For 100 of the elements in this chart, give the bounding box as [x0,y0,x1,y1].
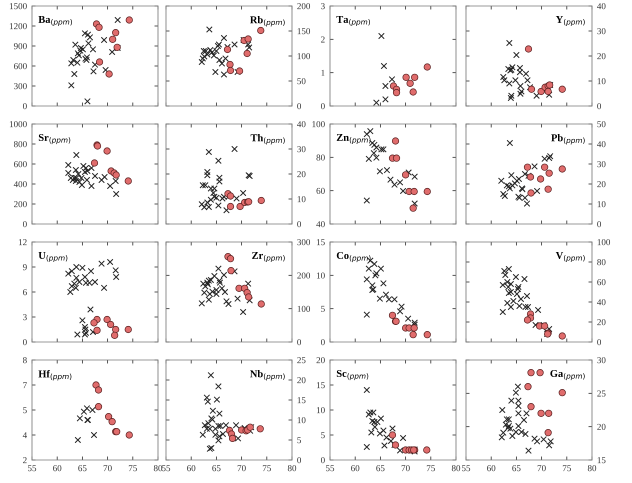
y-tick-label: 7 [23,382,27,388]
y-tick-label: 0 [22,221,27,228]
y-tick-label: 0 [320,339,325,346]
annotation: Y$_{(ppm)}$ [556,16,585,26]
x-tick-label: 60 [487,465,496,472]
x-tick-label: 80 [588,465,596,472]
y-tick-label: 80 [316,154,325,161]
y-tick-label: 40 [597,3,606,10]
x-tick-label: 55 [28,465,36,472]
annotation: U$_{(ppm)}$ [38,252,68,262]
annotation: Sc$_{(ppm)}$ [336,370,368,380]
y-tick-label: 40 [297,121,306,128]
y-tick-label: 60 [597,279,606,286]
y-tick-label: 600 [14,161,27,168]
annotation: Th$_{(ppm)}$ [250,134,285,144]
y-tick-label: 60 [316,188,325,194]
x-tick-label: 65 [512,465,521,472]
y-tick-label: 0 [320,103,325,110]
y-tick-label: 25 [597,390,606,397]
y-tick-label: 0 [297,339,302,346]
y-tick-label: 10 [598,78,606,84]
y-tick-label: 100 [312,121,325,128]
y-tick-label: 800 [14,141,27,148]
y-tick-label: 100 [298,306,310,312]
y-tick-label: 3 [321,3,325,10]
x-tick-label: 75 [262,465,271,472]
x-tick-label: 70 [402,465,410,472]
y-tick-label: 150 [298,28,310,34]
annotation: Ba$_{(ppm)}$ [38,16,72,26]
x-tick-label: 55 [462,465,470,472]
y-tick-label: 0 [297,103,302,110]
x-tick-label: 65 [212,465,221,472]
y-tick-label: 15 [298,397,306,404]
x-tick-label: 80 [154,465,162,472]
y-tick-label: 6 [23,289,27,296]
annotation: Co$_{(ppm)}$ [336,252,371,262]
annotation: Hf$_{(ppm)}$ [38,370,72,381]
y-tick-label: 5 [297,437,302,444]
y-tick-label: 2 [23,457,27,464]
x-tick-label: 70 [538,465,546,472]
annotation: Ga$_{(ppm)}$ [550,370,585,380]
y-tick-label: 10 [298,417,306,424]
y-tick-label: 8 [22,357,27,364]
y-tick-label: 10 [316,407,325,414]
y-tick-label: 40 [316,221,325,228]
y-tick-label: 5 [23,407,27,414]
y-tick-label: 20 [597,181,606,188]
y-tick-label: 1 [321,70,325,76]
y-tick-label: 20 [297,171,306,178]
y-tick-label: 5 [321,432,325,438]
y-tick-label: 900 [14,43,27,50]
y-tick-label: 5 [321,306,325,312]
y-tick-label: 0 [597,339,602,346]
y-tick-label: 40 [597,141,606,148]
x-tick-label: 60 [187,465,196,472]
y-tick-label: 15 [316,239,325,246]
y-tick-label: 12 [18,239,27,246]
y-tick-label: 600 [14,63,27,70]
x-tick-label: 60 [351,465,360,472]
y-tick-label: 100 [298,53,310,60]
y-tick-label: 400 [14,181,27,188]
annotation: Nb$_{(ppm)}$ [250,370,285,380]
y-tick-label: 0 [597,221,602,228]
x-tick-label: 75 [562,465,571,472]
y-tick-label: 2 [321,36,325,42]
y-tick-label: 300 [297,239,310,246]
y-tick-label: 3 [23,314,27,320]
x-tick-label: 80 [288,465,296,472]
y-tick-label: 200 [297,272,310,279]
y-tick-label: 20 [597,424,606,430]
x-tick-label: 65 [376,465,385,472]
y-tick-label: 1200 [10,23,27,30]
annotation: Rb$_{(ppm)}$ [250,16,285,26]
y-tick-label: 10 [598,201,606,208]
x-tick-label: 75 [128,465,137,472]
annotation: V$_{(ppm)}$ [556,252,585,262]
x-tick-label: 80 [452,465,460,472]
y-tick-label: 25 [297,357,306,364]
annotation: Sr$_{(ppm)}$ [38,134,70,144]
annotation: Zr$_{(ppm)}$ [252,252,285,262]
y-tick-label: 200 [297,3,310,10]
y-tick-label: 30 [597,161,606,168]
x-tick-label: 55 [162,465,170,472]
y-tick-label: 300 [14,83,27,90]
y-tick-label: 0 [297,457,302,464]
y-tick-label: 100 [598,239,610,246]
y-tick-label: 200 [14,201,27,208]
y-tick-label: 20 [316,357,325,364]
x-tick-label: 60 [53,465,62,472]
y-tick-label: 0 [22,339,27,346]
y-tick-label: 30 [597,357,606,364]
y-tick-label: 4 [22,432,27,438]
y-tick-label: 1000 [10,121,27,128]
y-tick-label: 15 [316,382,325,388]
y-tick-label: 15 [598,457,606,464]
annotation: Zn$_{(ppm)}$ [336,134,371,144]
y-tick-label: 0 [320,457,325,464]
y-tick-label: 50 [597,121,606,128]
y-tick-label: 20 [297,377,306,384]
annotation: Ta$_{(ppm)}$ [336,16,370,26]
